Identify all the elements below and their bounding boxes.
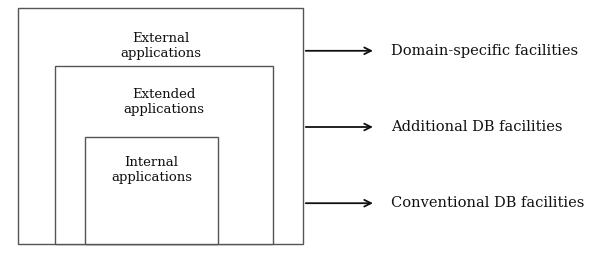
Bar xyxy=(55,66,273,244)
Bar xyxy=(85,137,218,244)
Text: Additional DB facilities: Additional DB facilities xyxy=(391,120,562,134)
Text: Domain-specific facilities: Domain-specific facilities xyxy=(391,44,578,58)
Text: Extended
applications: Extended applications xyxy=(123,88,204,116)
Text: Conventional DB facilities: Conventional DB facilities xyxy=(391,196,584,210)
Bar xyxy=(18,8,303,244)
Text: External
applications: External applications xyxy=(120,32,201,60)
Text: Internal
applications: Internal applications xyxy=(111,156,192,184)
